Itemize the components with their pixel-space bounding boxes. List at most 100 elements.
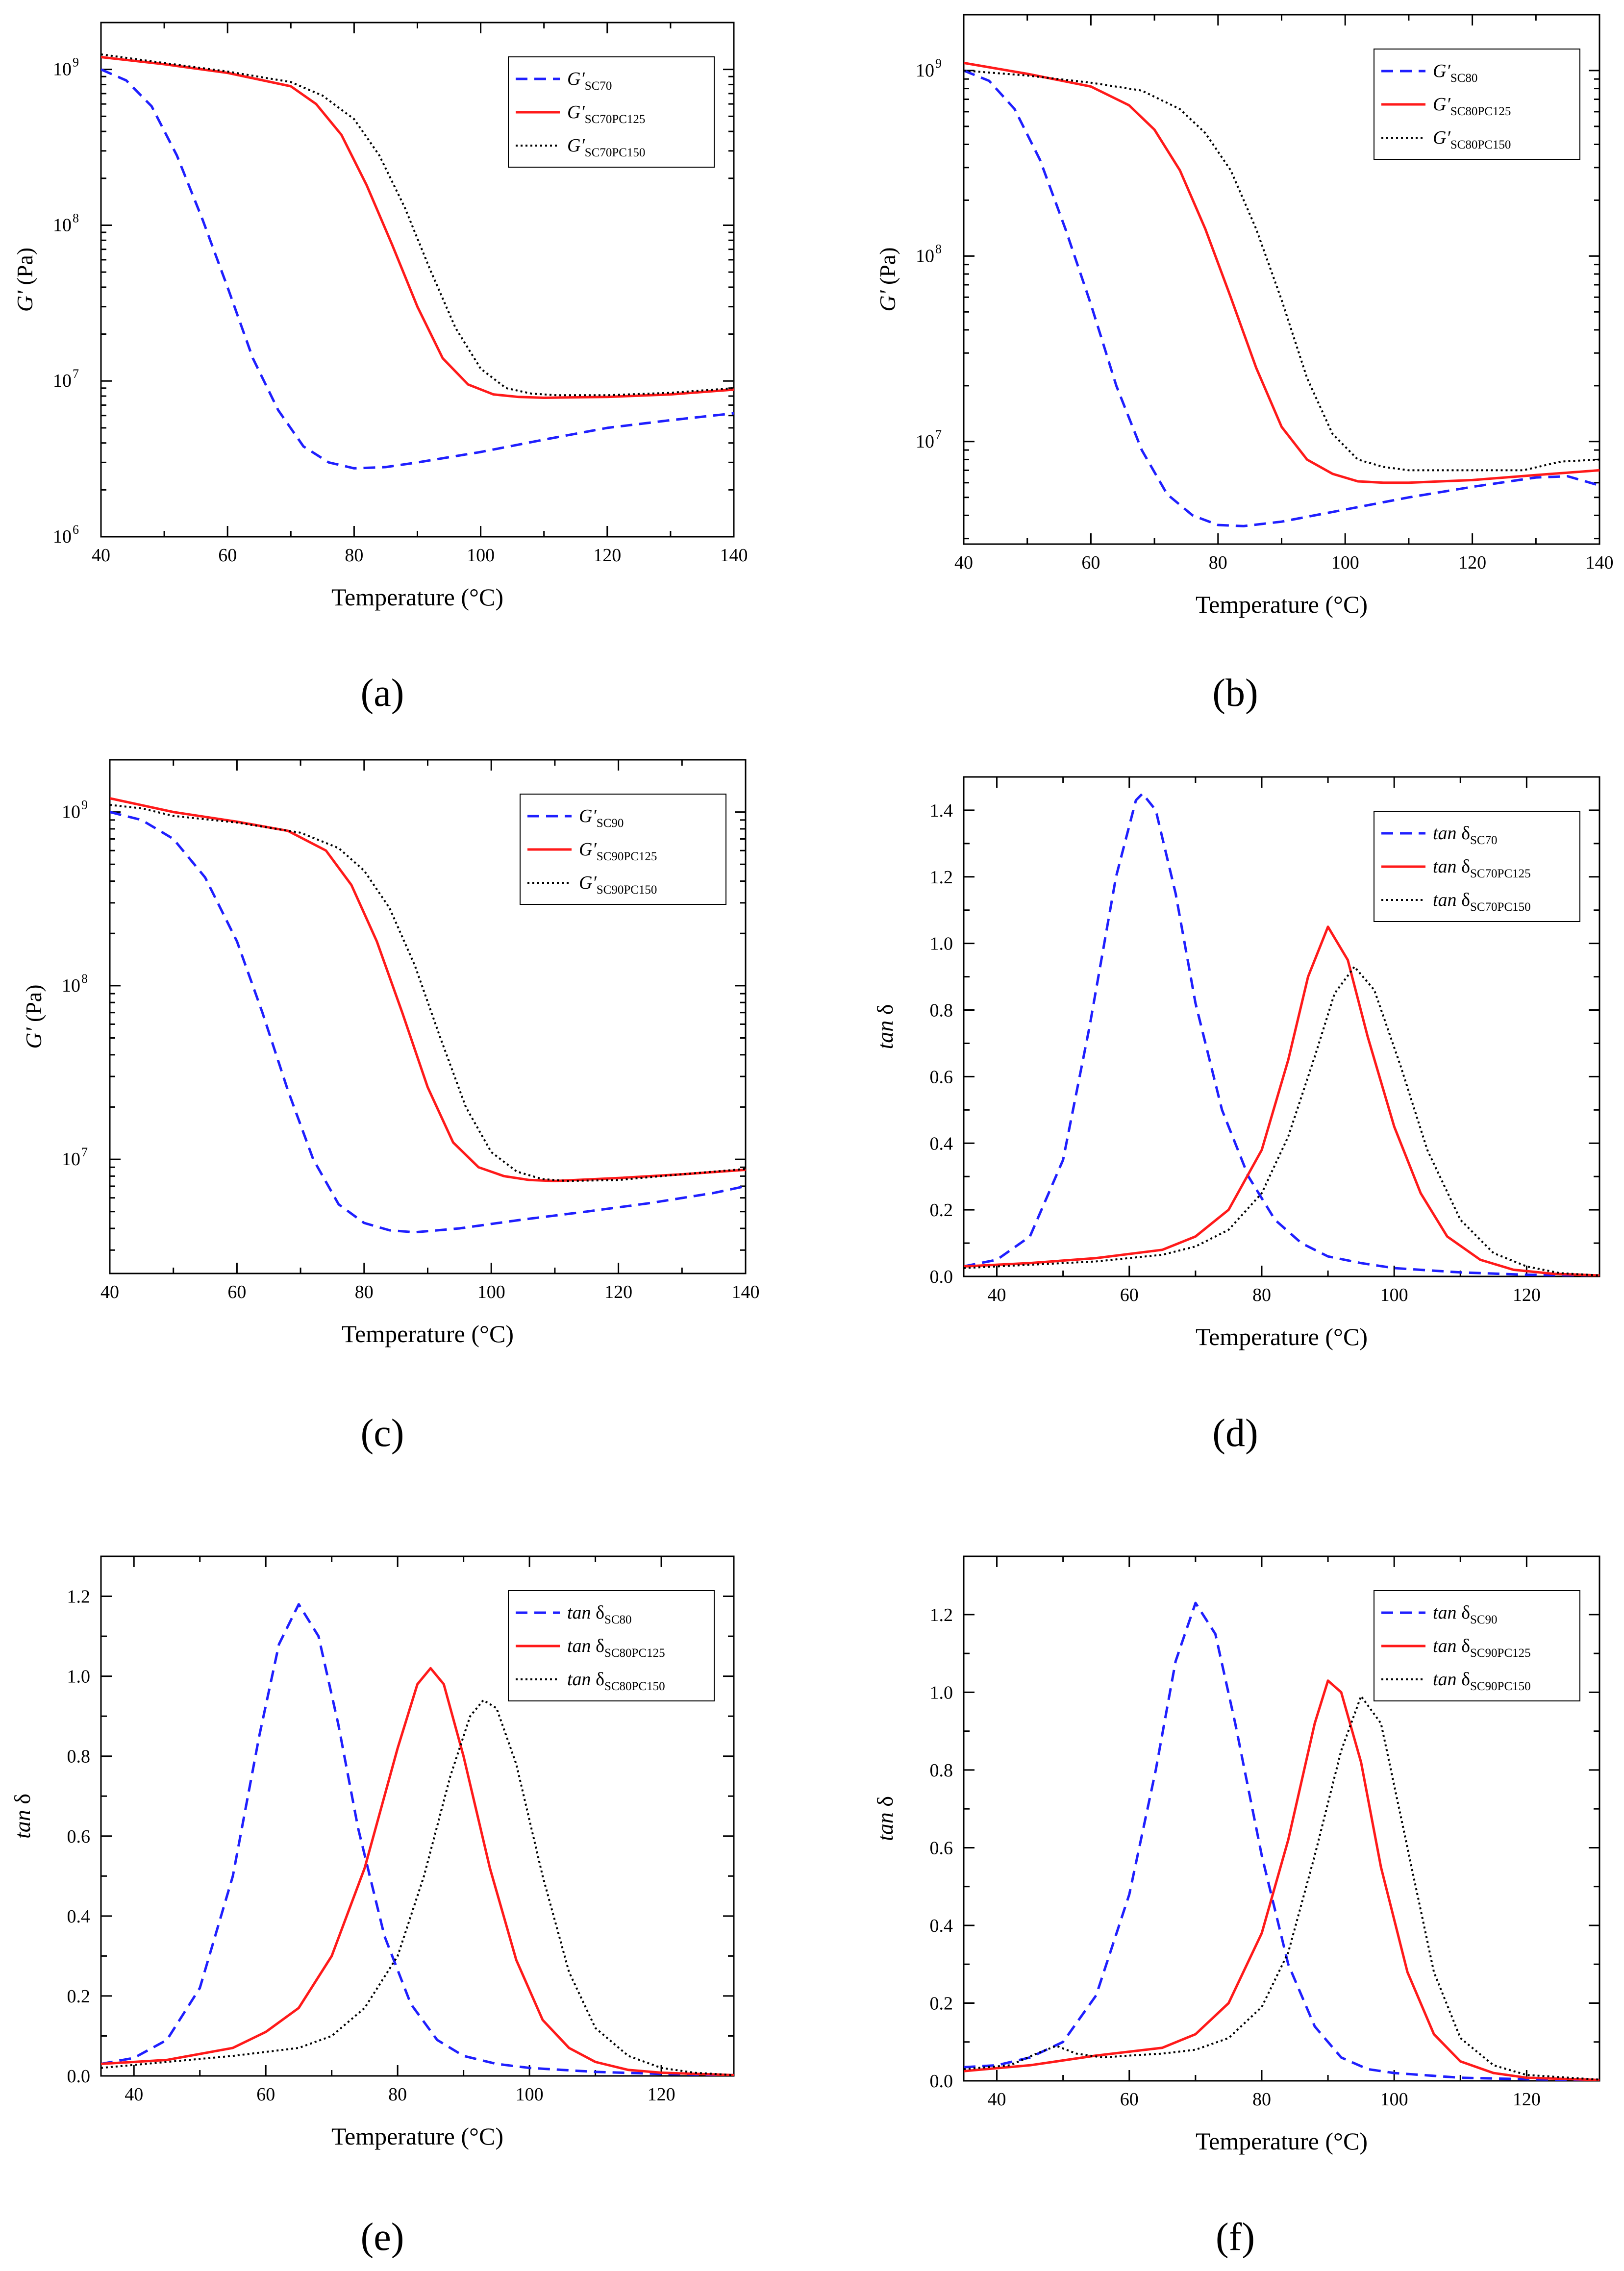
- x-tick-label: 60: [1120, 2089, 1139, 2110]
- y-axis-title: G' (Pa): [12, 248, 37, 312]
- y-tick-label: 0.4: [67, 1906, 91, 1927]
- series-line-sc90pc150: [964, 1695, 1599, 2081]
- legend-entry: G′SC90: [579, 806, 624, 830]
- legend-entry: G′SC80PC125: [1433, 94, 1511, 118]
- series-line-sc70: [101, 68, 734, 470]
- panel-label: (c): [361, 1412, 404, 1455]
- panel-f: 40 60 80 100 120 0.0 0.2 0.4 0.6 0.8 1.0 1.2 Tempera…: [873, 1555, 1600, 2259]
- y-tick-label: 0.2: [930, 1993, 953, 2014]
- legend-entry: tan δSC90PC125: [1433, 1636, 1531, 1660]
- series-line-sc70pc125: [101, 56, 734, 399]
- y-axis-title: G' (Pa): [875, 247, 900, 311]
- x-tick-label: 100: [1380, 1285, 1408, 1305]
- y-tick-label: 0.0: [930, 2071, 953, 2092]
- y-tick-label: 0.0: [67, 2066, 91, 2087]
- y-tick-label: 0.0: [930, 1267, 953, 1287]
- y-tick-label: 0.4: [930, 1133, 953, 1154]
- series-line-sc80pc150: [964, 69, 1599, 472]
- legend-entry: tan δSC70: [1433, 823, 1498, 847]
- series-line-sc80pc125: [964, 61, 1599, 484]
- y-tick-label: 1.2: [930, 867, 953, 888]
- x-axis-title: Temperature (°C): [1196, 2127, 1368, 2155]
- y-tick-label: 10: [53, 371, 72, 391]
- y-tick-exponent: 9: [73, 55, 79, 70]
- y-tick-label: 1.0: [67, 1667, 91, 1687]
- x-tick-label: 140: [732, 1282, 760, 1302]
- y-tick-label: 0.6: [930, 1067, 953, 1087]
- y-tick-label: 10: [53, 59, 72, 80]
- x-tick-label: 120: [1458, 552, 1486, 573]
- x-tick-label: 60: [256, 2084, 275, 2105]
- series-line-sc90: [964, 1601, 1599, 2081]
- y-tick-label: 1.0: [930, 934, 953, 954]
- y-axis-title: tan δ: [10, 1794, 35, 1839]
- x-tick-label: 80: [388, 2084, 407, 2105]
- x-tick-label: 60: [1081, 552, 1100, 573]
- y-tick-exponent: 8: [935, 242, 942, 256]
- y-tick-label: 10: [53, 215, 72, 235]
- x-tick-label: 40: [92, 545, 110, 566]
- x-tick-label: 40: [125, 2084, 143, 2105]
- y-tick-label: 10: [916, 246, 934, 266]
- x-tick-label: 120: [1513, 1285, 1541, 1305]
- legend-box: [1374, 49, 1580, 160]
- x-tick-label: 40: [988, 2089, 1006, 2110]
- x-tick-label: 120: [604, 1282, 632, 1302]
- y-axis-title: tan δ: [873, 1004, 898, 1049]
- y-tick-label: 1.2: [67, 1587, 91, 1607]
- panel-e: 40 60 80 100 120 0.0 0.2 0.4 0.6 0.8 1.0 1.2 Tempera…: [10, 1555, 735, 2259]
- panel-d: 40 60 80 100 120 0.0 0.2 0.4 0.6 0.8 1.0 1.2 1.4 Temp…: [873, 776, 1600, 1455]
- y-tick-label: 0.2: [67, 1986, 91, 2007]
- x-tick-label: 100: [1380, 2089, 1408, 2110]
- panel-label: (d): [1212, 1412, 1258, 1455]
- y-tick-label: 0.6: [67, 1826, 91, 1847]
- x-axis-title: Temperature (°C): [1196, 591, 1368, 618]
- series-line-sc80: [101, 1603, 734, 2076]
- y-tick-label: 0.6: [930, 1838, 953, 1858]
- x-tick-label: 100: [516, 2084, 544, 2105]
- x-axis-title: Temperature (°C): [342, 1320, 514, 1348]
- y-tick-label: 10: [62, 802, 80, 823]
- y-tick-exponent: 7: [81, 1145, 88, 1159]
- x-axis-title: Temperature (°C): [331, 2122, 503, 2150]
- legend-entry: tan δSC90: [1433, 1602, 1498, 1626]
- x-tick-label: 80: [1209, 552, 1227, 573]
- y-tick-label: 0.4: [930, 1916, 953, 1936]
- x-tick-label: 80: [355, 1282, 374, 1302]
- series-line-sc70pc150: [964, 966, 1599, 1276]
- series-line-sc70: [964, 792, 1599, 1276]
- legend-entry: tan δSC80: [567, 1602, 632, 1626]
- y-tick-exponent: 6: [73, 523, 79, 537]
- x-tick-label: 140: [720, 545, 748, 566]
- y-tick-label: 10: [62, 1149, 80, 1170]
- legend-entry: G′SC80: [1433, 61, 1477, 85]
- legend-entry: G′SC70: [567, 69, 612, 93]
- y-tick-exponent: 8: [81, 972, 88, 986]
- x-tick-label: 80: [1252, 1285, 1271, 1305]
- y-tick-label: 10: [916, 60, 934, 81]
- series-line-sc90pc150: [110, 804, 746, 1182]
- x-tick-label: 40: [988, 1285, 1006, 1305]
- x-tick-label: 100: [467, 545, 495, 566]
- y-tick-exponent: 8: [73, 211, 79, 225]
- x-tick-label: 100: [1331, 552, 1359, 573]
- series-line-sc80pc125: [101, 1667, 734, 2076]
- series-line-sc70pc125: [964, 925, 1599, 1276]
- x-tick-label: 40: [100, 1282, 119, 1302]
- y-tick-label: 10: [53, 526, 72, 547]
- x-tick-label: 100: [477, 1282, 505, 1302]
- series-line-sc90pc125: [964, 1679, 1599, 2081]
- x-tick-label: 60: [218, 545, 237, 566]
- y-tick-exponent: 9: [81, 798, 88, 812]
- y-tick-label: 1.0: [930, 1682, 953, 1703]
- legend-entry: tan δSC80PC125: [567, 1636, 665, 1660]
- legend-entry: G′SC90PC150: [579, 873, 657, 897]
- panel-label: (f): [1216, 2216, 1255, 2259]
- series-line-sc80: [964, 69, 1599, 527]
- legend-entry: G′SC70PC125: [567, 102, 645, 126]
- x-tick-label: 120: [648, 2084, 675, 2105]
- legend-entry: G′SC80PC150: [1433, 127, 1511, 151]
